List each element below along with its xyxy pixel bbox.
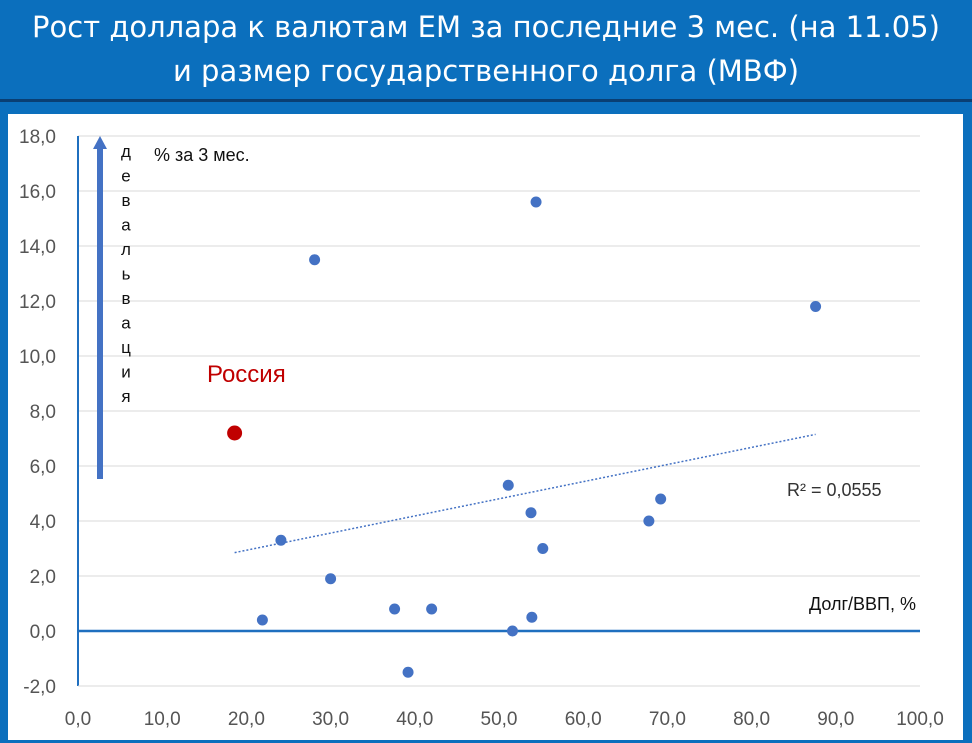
y-tick-label: 2,0 <box>30 567 56 588</box>
data-point <box>506 625 518 637</box>
y-tick-label: -2,0 <box>23 677 56 698</box>
x-tick-label: 10,0 <box>144 709 181 730</box>
x-axis-label: Долг/ВВП, % <box>809 594 916 614</box>
devaluation-letter: л <box>121 240 131 259</box>
data-point <box>256 614 268 626</box>
x-tick-label: 50,0 <box>481 709 518 730</box>
title-banner: Рост доллара к валютам ЕМ за последние 3… <box>0 0 972 100</box>
y-tick-label: 0,0 <box>30 622 56 643</box>
arrow-shaft <box>97 149 103 479</box>
devaluation-letter: ь <box>122 265 131 284</box>
data-point <box>537 543 549 554</box>
data-points <box>227 196 822 678</box>
data-point <box>525 507 537 519</box>
y-tick-label: 10,0 <box>19 347 56 368</box>
data-point <box>389 603 401 615</box>
devaluation-letter: ц <box>121 338 131 357</box>
x-tick-label: 90,0 <box>817 709 854 730</box>
title-divider <box>0 99 972 102</box>
chart-title-line-1: Рост доллара к валютам ЕМ за последние 3… <box>32 10 940 44</box>
x-tick-labels: 0,0 10,0 20,0 30,0 40,0 50,0 60,0 70,0 80,0 90,0 1… <box>65 709 944 730</box>
devaluation-letter: а <box>121 216 131 235</box>
data-point <box>275 534 287 546</box>
x-tick-label: 100,0 <box>896 709 944 730</box>
axes <box>77 136 920 687</box>
russia-label: Россия <box>207 361 286 388</box>
data-point <box>426 603 438 615</box>
x-tick-label: 0,0 <box>65 709 91 730</box>
data-point <box>655 493 667 505</box>
data-point <box>325 573 337 585</box>
x-tick-label: 80,0 <box>733 709 770 730</box>
devaluation-letter: а <box>121 314 131 333</box>
data-point <box>402 666 414 678</box>
data-point <box>502 479 514 491</box>
x-tick-label: 60,0 <box>565 709 602 730</box>
devaluation-letter: е <box>121 167 130 186</box>
devaluation-letter: д <box>121 142 131 161</box>
x-tick-label: 70,0 <box>649 709 686 730</box>
devaluation-letter: в <box>121 191 130 210</box>
devaluation-letter: и <box>121 363 131 382</box>
y-tick-label: 4,0 <box>30 512 56 533</box>
data-point <box>810 301 822 312</box>
gridlines <box>78 135 920 687</box>
russia-point <box>227 425 243 441</box>
r-squared-label: R² = 0,0555 <box>787 480 882 500</box>
y-tick-label: 16,0 <box>19 182 56 203</box>
scatter-chart: 0,0 10,0 20,0 30,0 40,0 50,0 60,0 70,0 80,0 90,0 1… <box>19 127 944 730</box>
y-tick-label: 14,0 <box>19 237 56 258</box>
x-tick-label: 20,0 <box>228 709 265 730</box>
x-tick-label: 30,0 <box>312 709 349 730</box>
chart-panel: 0,0 10,0 20,0 30,0 40,0 50,0 60,0 70,0 80,0 90,0 1… <box>8 114 963 740</box>
arrow-head <box>93 136 107 149</box>
data-point <box>309 254 321 266</box>
data-point <box>530 196 542 208</box>
y-tick-label: 6,0 <box>30 457 56 478</box>
x-tick-label: 40,0 <box>396 709 433 730</box>
devaluation-letter: я <box>121 387 130 406</box>
chart-title-line-2: и размер государственного долга (МВФ) <box>172 54 800 88</box>
devaluation-arrow <box>93 136 107 479</box>
data-point <box>643 515 655 527</box>
y-axis-unit-label: % за 3 мес. <box>154 145 250 165</box>
devaluation-letter: в <box>121 289 130 308</box>
data-point <box>526 611 538 623</box>
trendline <box>234 433 816 554</box>
y-tick-label: 8,0 <box>30 402 56 423</box>
y-tick-label: 12,0 <box>19 292 56 313</box>
y-tick-label: 18,0 <box>19 127 56 148</box>
trendline-group <box>234 433 816 554</box>
y-tick-labels: -2,0 0,0 2,0 4,0 6,0 8,0 10,0 12,0 14,0 16,0 18,0 <box>19 127 56 698</box>
